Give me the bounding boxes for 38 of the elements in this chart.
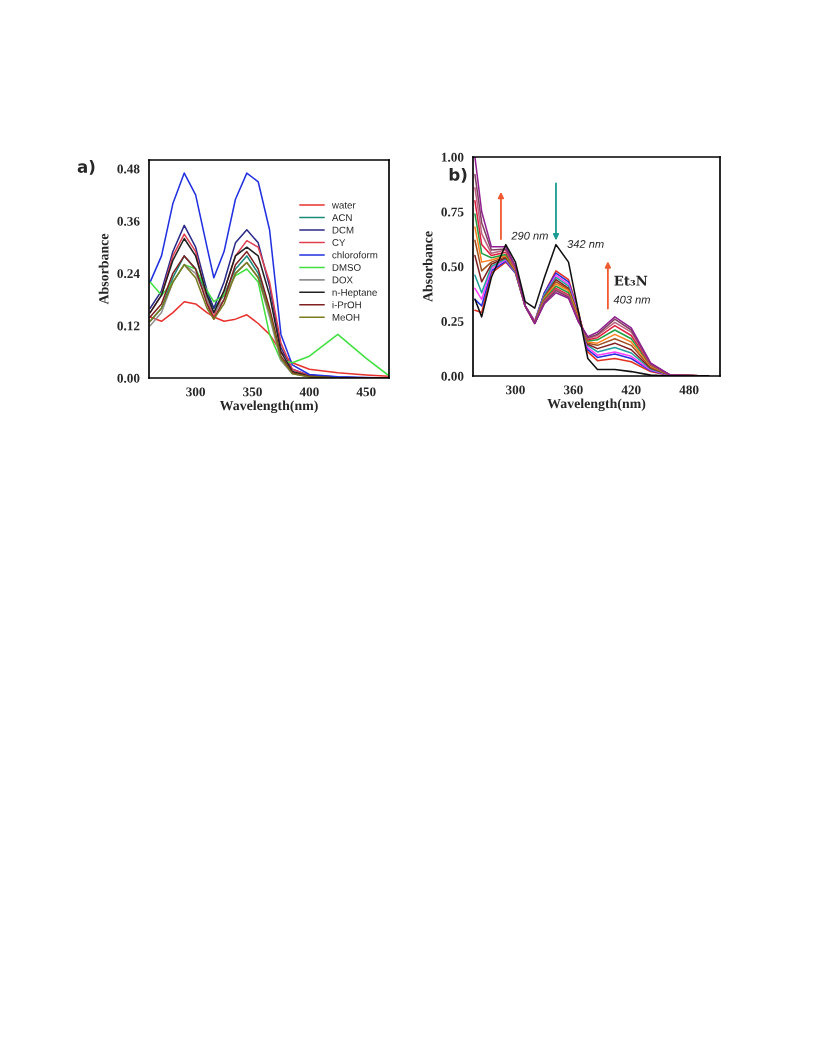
y-tick-label: 0.24 bbox=[117, 269, 140, 279]
x-axis-title: Wavelength(nm) bbox=[219, 400, 318, 414]
chart-title: a) bbox=[77, 160, 95, 175]
annotation: 403 nm bbox=[613, 295, 650, 304]
annotation: 290 nm bbox=[511, 231, 548, 240]
legend-label: ACN bbox=[331, 214, 352, 222]
legend-label: DOX bbox=[332, 276, 353, 284]
y-tick-label: 0.36 bbox=[117, 216, 140, 226]
legend-label: DCM bbox=[332, 226, 354, 234]
annotation: Et₃N bbox=[614, 275, 648, 286]
y-tick-label: 0.25 bbox=[441, 317, 464, 327]
x-tick-label: 400 bbox=[299, 387, 319, 397]
annotation: 342 nm bbox=[567, 240, 604, 248]
y-tick-label: 0.75 bbox=[441, 207, 464, 217]
x-tick-label: 350 bbox=[243, 387, 262, 397]
y-tick-label: 0.12 bbox=[117, 321, 140, 331]
x-tick-label: 420 bbox=[621, 385, 641, 395]
y-tick-label: 0.50 bbox=[441, 262, 464, 272]
y-tick-label: 0.00 bbox=[117, 373, 140, 383]
legend-label: i-PrOH bbox=[332, 301, 361, 309]
legend-label: CY bbox=[332, 239, 346, 246]
x-tick-label: 480 bbox=[679, 385, 699, 395]
text: b) bbox=[449, 167, 467, 183]
y-tick-label: 0.00 bbox=[441, 371, 464, 381]
y-tick-label: 0.48 bbox=[117, 164, 140, 174]
legend-label: chloroform bbox=[332, 251, 378, 259]
legend-label: MeOH bbox=[332, 313, 360, 321]
y-tick-label: 1.00 bbox=[441, 152, 464, 162]
x-tick-label: 450 bbox=[356, 387, 376, 397]
x-tick-label: 300 bbox=[186, 387, 206, 397]
legend-label: n-Heptane bbox=[332, 289, 377, 298]
y-axis-title: Absorbance bbox=[422, 231, 433, 302]
legend-label: DMSO bbox=[332, 264, 361, 271]
legend-label: water bbox=[331, 202, 356, 209]
y-axis-title: Absorbance bbox=[98, 233, 109, 305]
x-axis-title: Wavelength(nm) bbox=[547, 398, 646, 412]
x-tick-label: 360 bbox=[563, 385, 583, 395]
x-tick-label: 300 bbox=[506, 385, 525, 395]
